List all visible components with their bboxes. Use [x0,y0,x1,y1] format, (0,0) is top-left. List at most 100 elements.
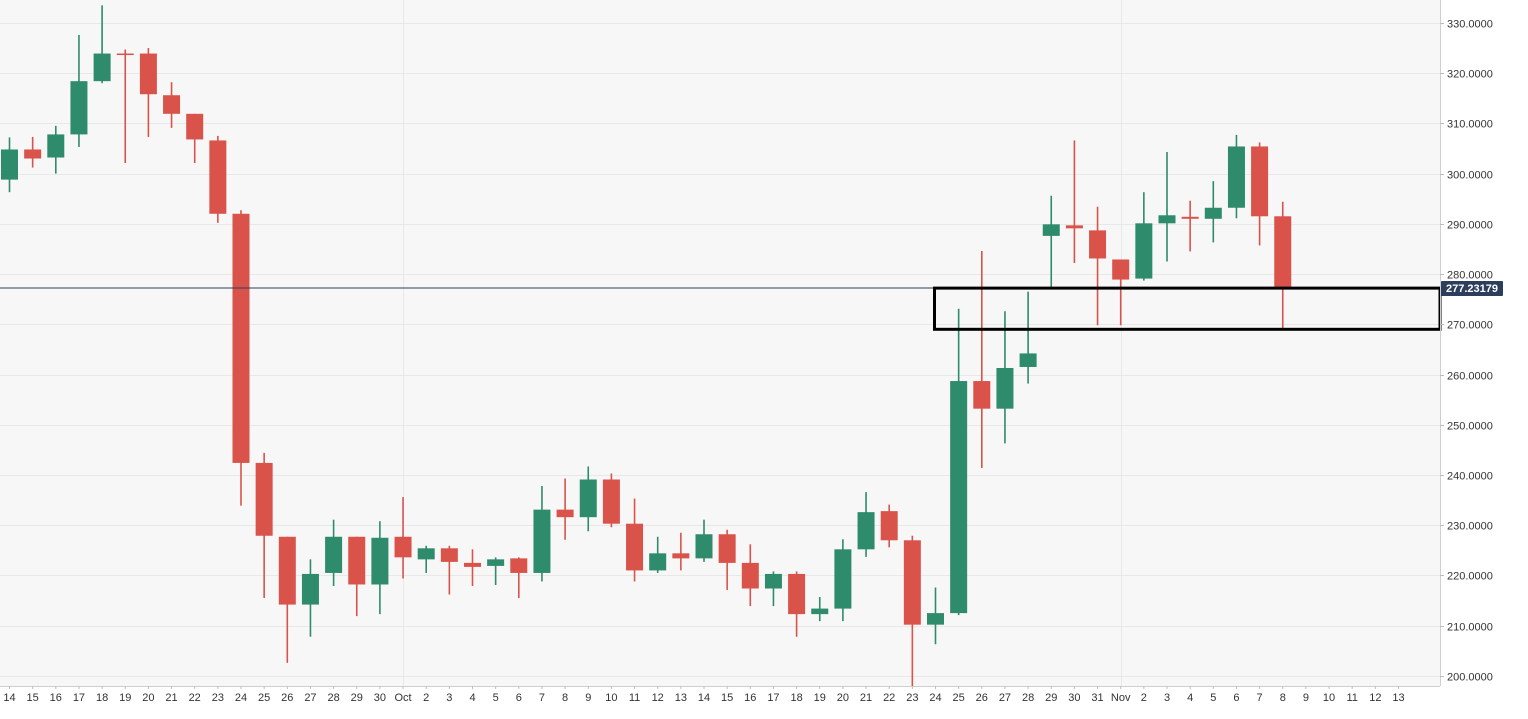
candle [718,529,736,591]
candle-body [1135,223,1153,279]
y-tick-label: 200.0000 [1447,672,1493,684]
candle-body [116,53,134,56]
x-tick-label: 9 [1303,692,1309,704]
x-tick-label: 31 [1091,692,1103,704]
y-axis: 330.0000 320.0000 310.0000 300.0000 290.0000… [1440,19,1493,684]
candle-body [1089,230,1107,259]
candle [1019,291,1037,384]
x-tick-label: 5 [1210,692,1216,704]
candle [417,545,435,573]
x-tick-label: 25 [953,692,965,704]
candle [186,113,204,164]
x-tick-label: 18 [790,692,802,704]
x-tick-label: 23 [906,692,918,704]
y-tick-label: 320.0000 [1447,69,1493,81]
candle [1135,192,1153,281]
x-tick-label: 14 [3,692,15,704]
x-tick-label: 8 [1280,692,1286,704]
y-tick-label: 270.0000 [1447,320,1493,332]
candle-body [973,381,991,409]
x-tick-label: 16 [50,692,62,704]
x-tick-label: 23 [212,692,224,704]
x-tick-label: 26 [281,692,293,704]
candle [440,545,458,595]
candle [47,125,65,174]
x-tick-label: 15 [721,692,733,704]
x-tick-label: 18 [96,692,108,704]
x-tick-label: 30 [1068,692,1080,704]
candle-body [394,536,412,558]
x-tick-label: 24 [235,692,247,704]
x-tick-label: 27 [999,692,1011,704]
y-tick-label: 220.0000 [1447,571,1493,583]
x-tick-label: 6 [1233,692,1239,704]
candle [1112,259,1130,326]
candle [301,559,319,637]
candle-body [278,536,296,605]
candle [602,473,620,528]
x-tick-label: 10 [1323,692,1335,704]
x-tick-label: 3 [446,692,452,704]
candle-body [1274,216,1292,289]
y-tick-label: 240.0000 [1447,471,1493,483]
candle-body [464,562,481,567]
x-tick-label: 17 [767,692,779,704]
candle-body [1227,146,1245,208]
y-tick-label: 210.0000 [1447,622,1493,634]
candle [927,587,944,645]
candle [1181,200,1199,252]
candle-body [880,511,898,541]
candle [1251,142,1269,246]
candle-body [70,81,88,135]
candle [579,466,597,532]
x-tick-label: 21 [860,692,872,704]
candle [834,539,852,622]
x-tick-label: 16 [744,692,756,704]
candle-body [927,613,944,625]
x-tick-label: 5 [493,692,499,704]
x-tick-label: 13 [1392,692,1404,704]
candle [1065,140,1083,264]
x-tick-label: 26 [976,692,988,704]
candle [394,497,412,579]
candle-body [672,553,690,559]
candle [232,210,250,506]
candle-body [440,548,458,562]
y-tick-label: 310.0000 [1447,119,1493,131]
candle [1204,181,1222,243]
candle [464,549,481,586]
y-tick-label: 280.0000 [1447,270,1493,282]
x-tick-label: 3 [1164,692,1170,704]
candle-body [487,559,505,566]
candle-body [186,113,204,140]
x-tick-label: 24 [929,692,941,704]
x-tick-label: 27 [304,692,316,704]
x-tick-label: 19 [119,692,131,704]
candle [811,597,829,622]
candle-body [24,149,42,159]
candle-body [1112,259,1130,280]
candle-body [950,381,968,614]
candle [649,536,667,573]
candle [996,311,1014,444]
candle-body [325,536,343,573]
x-tick-label: 14 [698,692,710,704]
candle-body [788,573,806,615]
candle [1042,195,1060,288]
candle-body [1158,215,1176,224]
candle-body [209,140,227,214]
x-tick-label: 20 [142,692,154,704]
candle-body [1204,207,1222,219]
candle-body [510,558,528,573]
candle-body [857,512,875,550]
y-tick-label: 300.0000 [1447,170,1493,182]
x-tick-label: 19 [814,692,826,704]
candle [487,557,505,585]
candle [348,536,366,617]
x-tick-label: 13 [675,692,687,704]
x-tick-label: 29 [351,692,363,704]
candle [255,452,273,599]
candle-body [1042,224,1060,236]
